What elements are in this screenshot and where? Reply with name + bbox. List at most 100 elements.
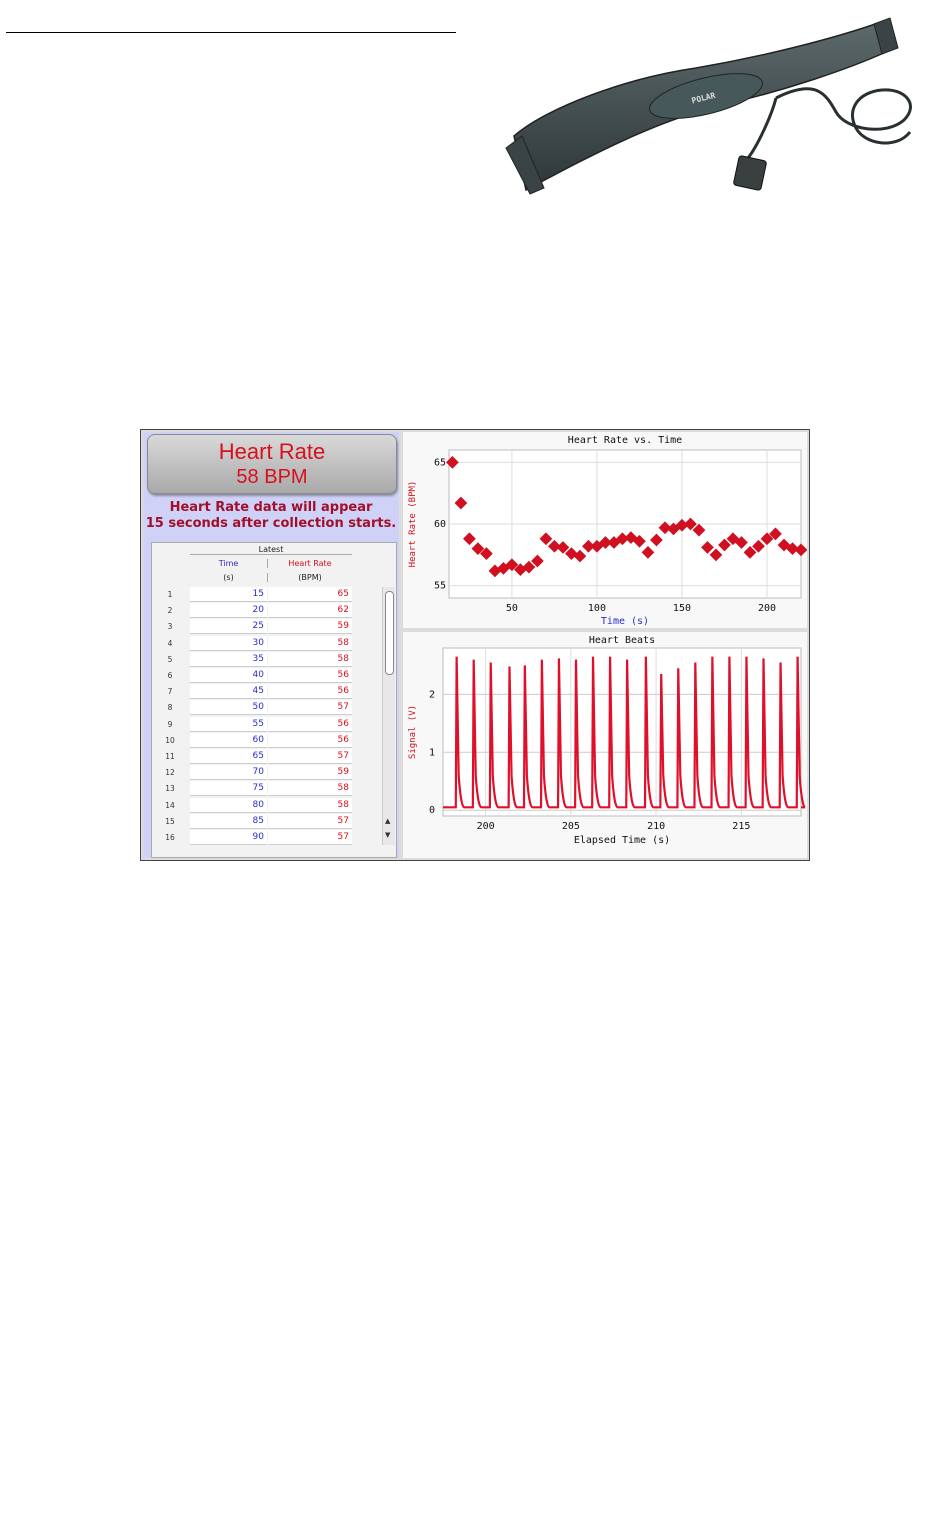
heart-rate-cell[interactable]: 56 (268, 684, 352, 700)
heart-rate-cell[interactable]: 57 (268, 830, 352, 845)
x-tick-label: 100 (588, 603, 606, 614)
table-row[interactable]: 9 55 56 (152, 716, 386, 733)
col-heart-rate-header[interactable]: Heart Rate (288, 559, 332, 568)
heart-rate-app-window: Heart Rate 58 BPM Heart Rate data will a… (140, 429, 810, 861)
heart-rate-cell[interactable]: 62 (268, 603, 352, 619)
heart-rate-cell[interactable]: 59 (268, 619, 352, 635)
table-row[interactable]: 10 60 56 (152, 732, 386, 749)
table-scrollbar[interactable]: ▲ ▼ (382, 587, 395, 845)
heart-beats-graph-panel: 200 205 210 215 0 1 2 Heart Beats Elapsed Time (… (403, 632, 807, 858)
row-number: 16 (165, 833, 175, 842)
y-tick-label: 65 (434, 457, 446, 468)
row-number: 5 (167, 654, 173, 664)
notice-line-2: 15 seconds after collection starts. (145, 515, 397, 531)
heart-beats-graph[interactable]: 200 205 210 215 0 1 2 Heart Beats Elapsed Time (… (403, 632, 807, 858)
table-row[interactable]: 6 40 56 (152, 668, 386, 684)
table-row[interactable]: 3 25 59 (152, 619, 386, 635)
heart-rate-cell[interactable]: 65 (268, 587, 352, 602)
time-cell[interactable]: 90 (190, 830, 267, 845)
row-number: 1 (167, 590, 173, 599)
table-row[interactable]: 11 65 57 (152, 749, 386, 765)
heart-beat-trace (443, 656, 806, 809)
time-cell[interactable]: 25 (190, 619, 267, 635)
time-cell[interactable]: 60 (190, 732, 267, 748)
time-cell[interactable]: 80 (190, 797, 267, 813)
x-tick-label: 50 (506, 603, 518, 614)
x-tick-label: 150 (673, 603, 691, 614)
table-row[interactable]: 7 45 56 (152, 684, 386, 700)
heart-rate-vs-time-graph[interactable]: 50 100 150 200 55 60 65 Heart Rate vs. Time Time… (403, 432, 808, 628)
x-tick-label: 210 (647, 821, 665, 832)
row-number: 6 (167, 671, 173, 680)
time-cell[interactable]: 85 (190, 813, 267, 829)
row-number: 11 (165, 752, 175, 761)
heart-rate-chest-strap-image: POLAR (505, 17, 912, 195)
heart-rate-cell[interactable]: 58 (268, 651, 352, 667)
time-cell[interactable]: 30 (190, 635, 267, 651)
table-row[interactable]: 13 75 58 (152, 781, 386, 797)
row-number: 7 (167, 687, 173, 697)
heart-rate-cell[interactable]: 59 (268, 765, 352, 781)
time-cell[interactable]: 65 (190, 749, 267, 764)
heart-rate-cell[interactable]: 56 (268, 716, 352, 732)
y-tick-label: 60 (434, 519, 446, 530)
heart-rate-graph-panel: 50 100 150 200 55 60 65 Heart Rate vs. Time Time… (403, 432, 808, 628)
table-row[interactable]: 5 35 58 (152, 651, 386, 668)
heart-rate-cell[interactable]: 57 (268, 813, 352, 829)
table-row[interactable]: 8 50 57 (152, 700, 386, 716)
row-number: 4 (167, 638, 173, 648)
time-cell[interactable]: 35 (190, 651, 267, 667)
table-row[interactable]: 12 70 59 (152, 765, 386, 781)
time-cell[interactable]: 55 (190, 716, 267, 732)
time-cell[interactable]: 75 (190, 781, 267, 797)
collection-notice: Heart Rate data will appear 15 seconds a… (143, 500, 399, 531)
row-number: 9 (167, 719, 173, 729)
heart-rate-meter: Heart Rate 58 BPM (147, 434, 397, 494)
col-time-unit: (s) (190, 573, 268, 582)
table-row[interactable]: 2 20 62 (152, 603, 386, 619)
y-tick-label: 1 (429, 747, 435, 758)
heart-rate-cell[interactable]: 56 (268, 732, 352, 748)
time-cell[interactable]: 70 (190, 765, 267, 781)
table-row[interactable]: 15 85 57 (152, 813, 386, 830)
data-point (769, 527, 782, 541)
row-number: 12 (165, 768, 175, 778)
y-tick-label: 55 (434, 581, 446, 592)
y-tick-label: 2 (429, 689, 435, 700)
scroll-up-arrow-icon[interactable]: ▲ (385, 817, 391, 825)
data-point (454, 496, 468, 510)
heart-rate-cell[interactable]: 56 (268, 668, 352, 683)
x-tick-label: 215 (732, 821, 750, 832)
x-tick-label: 205 (562, 821, 580, 832)
data-point (709, 548, 723, 562)
chart-title: Heart Beats (589, 635, 655, 646)
table-row[interactable]: 1 15 65 (152, 587, 386, 603)
time-cell[interactable]: 50 (190, 700, 267, 716)
col-time-header[interactable]: Time (190, 559, 268, 568)
row-number: 15 (165, 816, 175, 826)
x-axis-label: Elapsed Time (s) (574, 835, 670, 846)
row-number: 3 (167, 622, 173, 632)
table-row[interactable]: 14 80 58 (152, 797, 386, 814)
heart-rate-cell[interactable]: 57 (268, 700, 352, 716)
scroll-down-arrow-icon[interactable]: ▼ (385, 831, 391, 839)
time-cell[interactable]: 40 (190, 668, 267, 683)
data-point (743, 546, 757, 559)
x-tick-label: 200 (477, 821, 495, 832)
notice-line-1: Heart Rate data will appear (169, 500, 373, 515)
table-group-header: Latest (190, 545, 352, 555)
table-row[interactable]: 16 90 57 (152, 830, 386, 846)
time-cell[interactable]: 20 (190, 603, 267, 619)
y-tick-label: 0 (429, 805, 435, 816)
heart-rate-cell[interactable]: 58 (268, 797, 352, 813)
heart-rate-cell[interactable]: 58 (268, 635, 352, 651)
y-axis-label: Signal (V) (408, 705, 418, 759)
data-table[interactable]: Latest Time Heart Rate (s) (BPM) 1 15 65 2 2… (151, 542, 397, 858)
time-cell[interactable]: 45 (190, 684, 267, 700)
time-cell[interactable]: 15 (190, 587, 267, 602)
heart-rate-cell[interactable]: 57 (268, 749, 352, 764)
heart-rate-cell[interactable]: 58 (268, 781, 352, 797)
table-row[interactable]: 4 30 58 (152, 635, 386, 652)
x-axis-label: Time (s) (601, 616, 649, 627)
scrollbar-thumb[interactable] (385, 591, 394, 675)
